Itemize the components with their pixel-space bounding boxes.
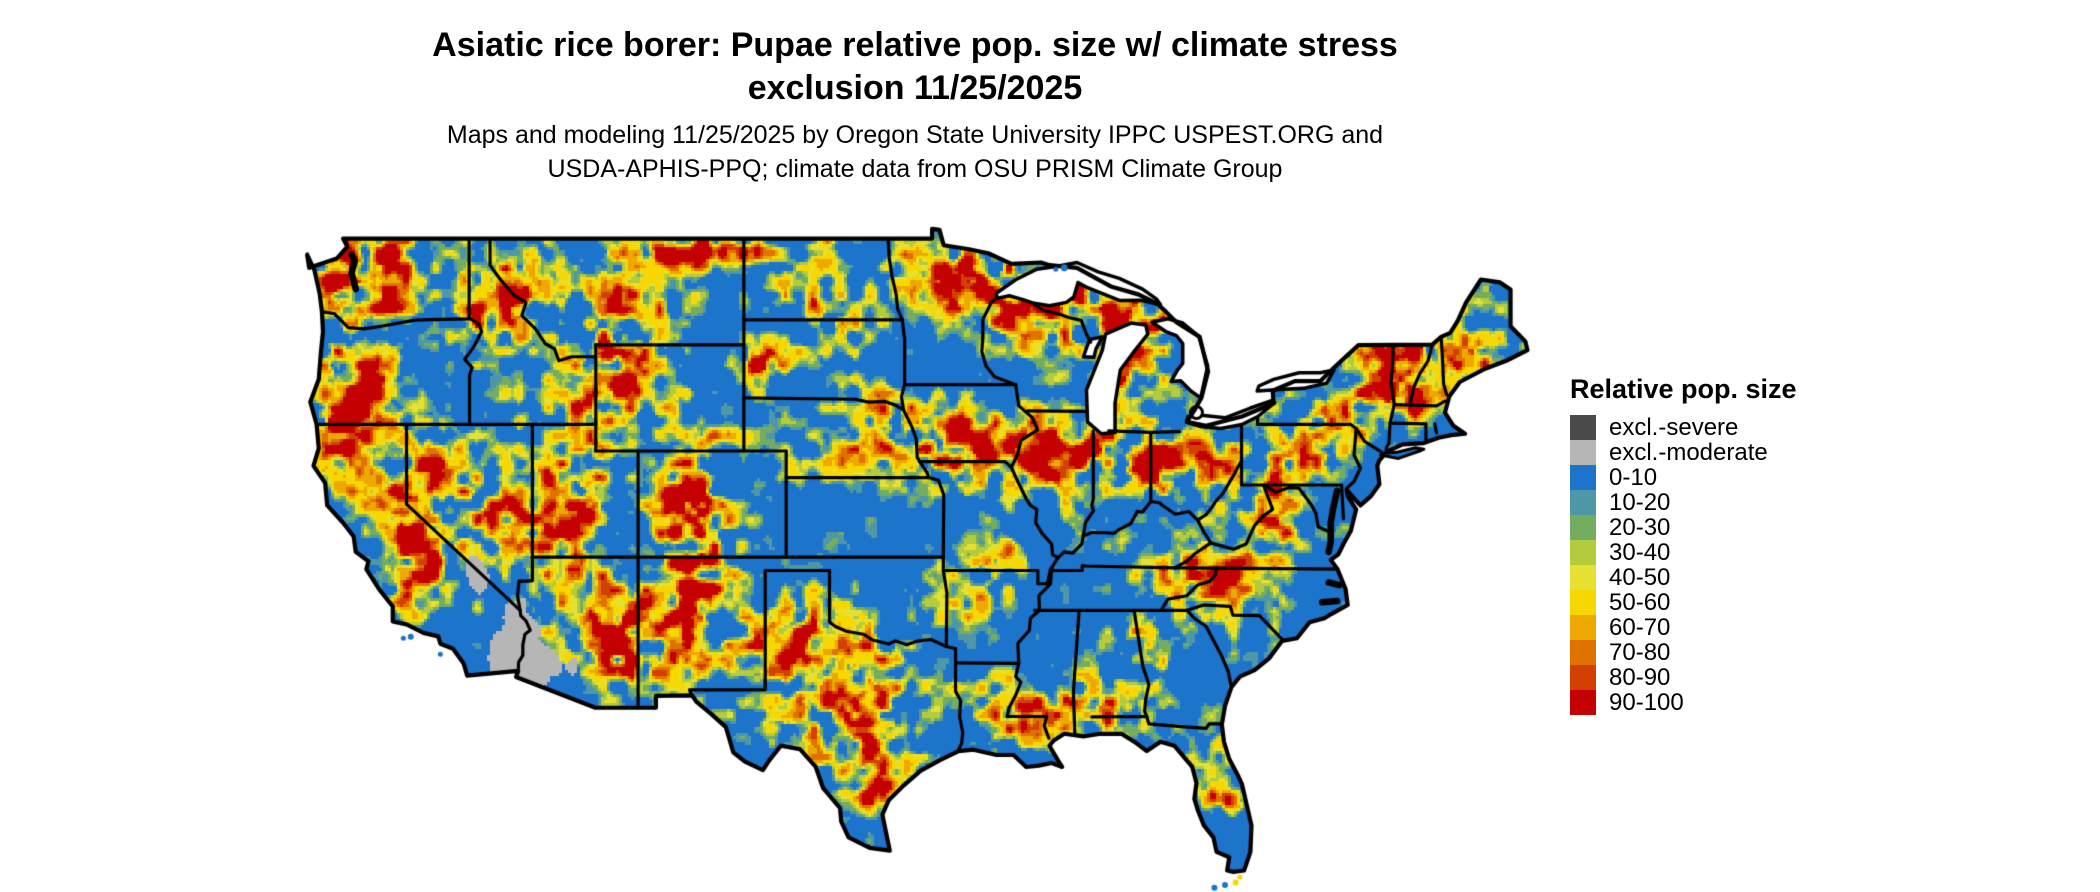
map-title-line1: Asiatic rice borer: Pupae relative pop. … [432,26,1398,64]
legend-item: excl.-moderate [1570,440,1797,465]
legend-swatch [1570,490,1596,515]
legend-item: 50-60 [1570,590,1797,615]
legend-item: 80-90 [1570,665,1797,690]
legend-item-label: 20-30 [1609,514,1671,541]
legend-swatch [1570,640,1596,665]
legend-item-label: 30-40 [1609,539,1671,566]
map-title-line2: exclusion 11/25/2025 [747,69,1083,107]
map-subtitle-line2: USDA-APHIS-PPQ; climate data from OSU PR… [547,155,1283,183]
legend-item: 60-70 [1570,615,1797,640]
map-subtitle-line1: Maps and modeling 11/25/2025 by Oregon S… [446,121,1384,149]
legend-item: 70-80 [1570,640,1797,665]
legend-item-label: 60-70 [1609,614,1671,641]
legend-title: Relative pop. size [1570,374,1797,404]
legend-swatch [1570,615,1596,640]
legend-swatch [1570,590,1596,615]
map-title: Asiatic rice borer: Pupae relative pop. … [0,24,1830,110]
legend-item-label: excl.-severe [1609,414,1739,441]
legend-item-label: 70-80 [1609,639,1671,666]
legend-swatch [1570,415,1596,440]
legend-item: 30-40 [1570,540,1797,565]
legend-item-label: 0-10 [1609,464,1658,491]
legend-item-label: 40-50 [1609,564,1671,591]
legend-item: 0-10 [1570,465,1797,490]
legend-item-label: 80-90 [1609,664,1671,691]
legend-swatch [1570,540,1596,565]
legend-item: 20-30 [1570,515,1797,540]
legend-swatch [1570,690,1596,715]
legend-swatch [1570,565,1596,590]
legend-swatch [1570,465,1596,490]
legend-swatch [1570,665,1596,690]
legend: Relative pop. size excl.-severe excl.-mod… [1570,374,1797,715]
legend-item-label: 10-20 [1609,489,1671,516]
legend-items: excl.-severe excl.-moderate 0-10 10-20 20-30… [1570,415,1797,715]
legend-item-label: 50-60 [1609,589,1671,616]
legend-swatch [1570,515,1596,540]
legend-item: 10-20 [1570,490,1797,515]
map-subtitle: Maps and modeling 11/25/2025 by Oregon S… [0,118,1830,186]
legend-item-label: 90-100 [1609,689,1684,716]
legend-item: 90-100 [1570,690,1797,715]
legend-swatch [1570,440,1596,465]
legend-item-label: excl.-moderate [1609,439,1768,466]
legend-item: excl.-severe [1570,415,1797,440]
legend-item: 40-50 [1570,565,1797,590]
